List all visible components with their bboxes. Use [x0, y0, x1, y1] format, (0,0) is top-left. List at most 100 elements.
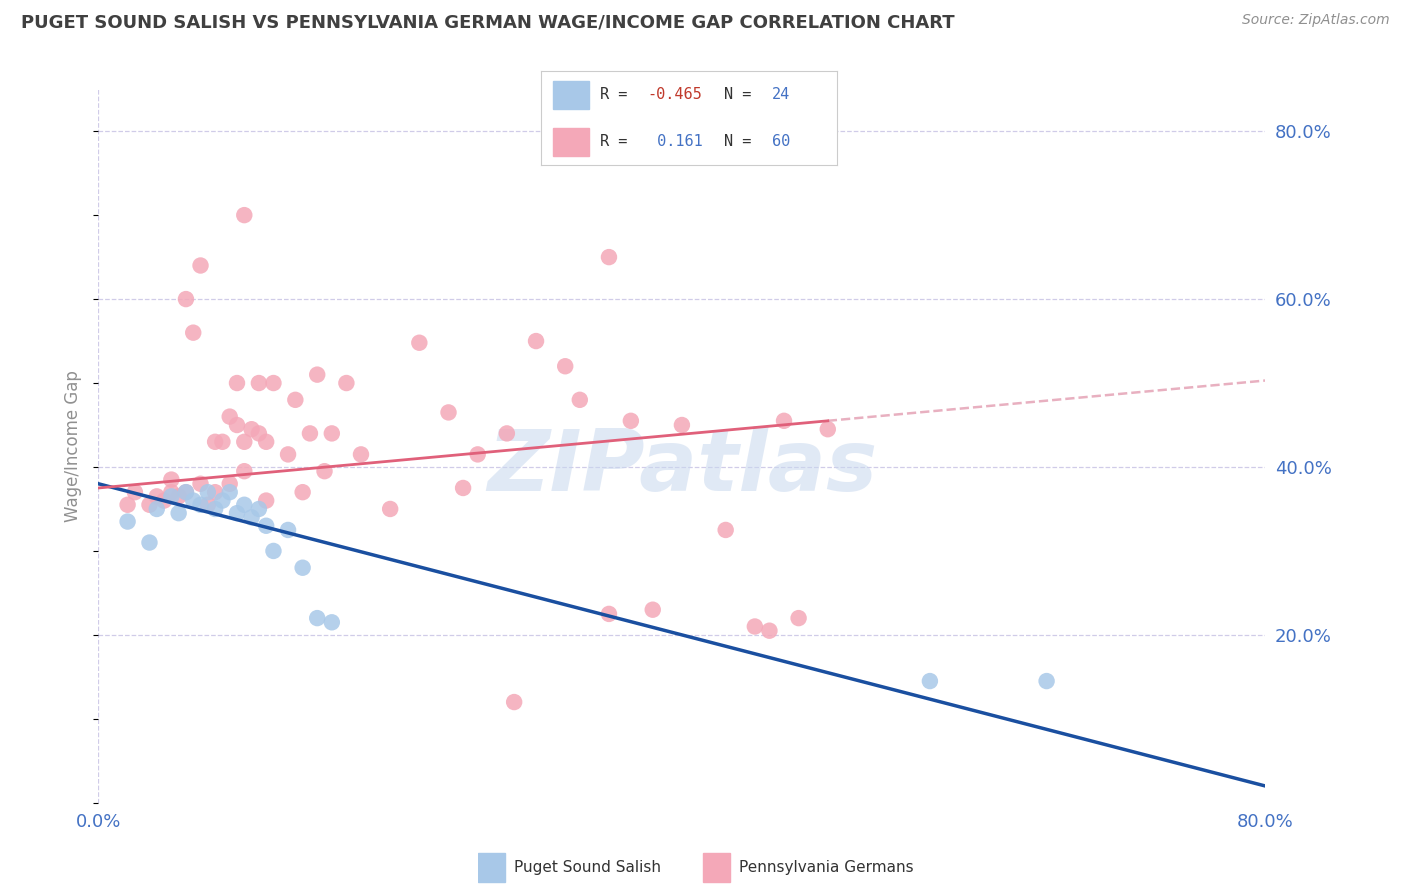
Point [598, 607, 620, 621]
Point [758, 624, 780, 638]
Point [218, 485, 240, 500]
Bar [553, 81, 589, 109]
Point [247, 426, 270, 441]
Point [247, 502, 270, 516]
Point [218, 409, 240, 424]
Point [350, 447, 373, 461]
Text: N =: N = [724, 134, 761, 149]
Point [197, 498, 219, 512]
Point [138, 498, 160, 512]
Point [451, 481, 474, 495]
Point [174, 292, 197, 306]
Point [167, 506, 190, 520]
Point [495, 426, 517, 441]
Point [190, 498, 212, 512]
Point [218, 476, 240, 491]
Point [204, 502, 226, 516]
Point [254, 518, 277, 533]
Point [233, 498, 256, 512]
Point [226, 417, 249, 432]
Point [335, 376, 357, 390]
Point [277, 523, 299, 537]
Point [174, 485, 197, 500]
Bar [703, 854, 730, 881]
Point [204, 434, 226, 449]
Point [744, 619, 766, 633]
Point [321, 615, 343, 630]
Point [817, 422, 839, 436]
Point [160, 489, 183, 503]
Text: ZIPatlas: ZIPatlas [486, 425, 877, 509]
Text: Puget Sound Salish: Puget Sound Salish [515, 860, 661, 875]
Point [117, 515, 139, 529]
Text: R =: R = [600, 134, 637, 149]
Point [190, 476, 212, 491]
Point [437, 405, 460, 419]
Point [524, 334, 547, 348]
Point [918, 674, 941, 689]
Point [174, 485, 197, 500]
Bar [553, 128, 589, 156]
Point [233, 434, 256, 449]
Point [146, 502, 169, 516]
Point [233, 208, 256, 222]
Point [378, 502, 402, 516]
Point [620, 414, 643, 428]
Text: 0.161: 0.161 [648, 134, 703, 149]
Text: -0.465: -0.465 [648, 87, 703, 103]
Point [197, 485, 219, 500]
Point [247, 376, 270, 390]
Point [307, 611, 329, 625]
Text: N =: N = [724, 87, 761, 103]
Point [240, 510, 263, 524]
Text: 24: 24 [772, 87, 790, 103]
Point [598, 250, 620, 264]
Point [277, 447, 299, 461]
Point [298, 426, 321, 441]
Point [226, 506, 249, 520]
Text: PUGET SOUND SALISH VS PENNSYLVANIA GERMAN WAGE/INCOME GAP CORRELATION CHART: PUGET SOUND SALISH VS PENNSYLVANIA GERMA… [21, 13, 955, 31]
Text: Pennsylvania Germans: Pennsylvania Germans [740, 860, 914, 875]
Point [254, 493, 277, 508]
Point [153, 493, 176, 508]
Point [181, 493, 204, 508]
Point [204, 485, 226, 500]
Point [467, 447, 489, 461]
Point [240, 422, 263, 436]
Point [181, 326, 204, 340]
Point [284, 392, 307, 407]
Point [787, 611, 810, 625]
Point [160, 473, 183, 487]
Point [138, 535, 160, 549]
Point [146, 489, 169, 503]
Point [408, 335, 430, 350]
Point [291, 560, 314, 574]
Point [568, 392, 591, 407]
Point [671, 417, 693, 432]
Point [503, 695, 526, 709]
Point [291, 485, 314, 500]
Bar [478, 854, 505, 881]
Point [117, 498, 139, 512]
Y-axis label: Wage/Income Gap: Wage/Income Gap [65, 370, 83, 522]
Point [190, 259, 212, 273]
Point [211, 434, 233, 449]
Point [211, 493, 233, 508]
Text: R =: R = [600, 87, 637, 103]
Point [254, 434, 277, 449]
Point [226, 376, 249, 390]
Text: Source: ZipAtlas.com: Source: ZipAtlas.com [1241, 13, 1389, 28]
Point [307, 368, 329, 382]
Point [554, 359, 576, 374]
Text: 60: 60 [772, 134, 790, 149]
Point [233, 464, 256, 478]
Point [321, 426, 343, 441]
Point [714, 523, 737, 537]
Point [262, 376, 284, 390]
Point [314, 464, 336, 478]
Point [641, 603, 664, 617]
Point [167, 489, 190, 503]
Point [773, 414, 796, 428]
Point [262, 544, 284, 558]
Point [160, 485, 183, 500]
